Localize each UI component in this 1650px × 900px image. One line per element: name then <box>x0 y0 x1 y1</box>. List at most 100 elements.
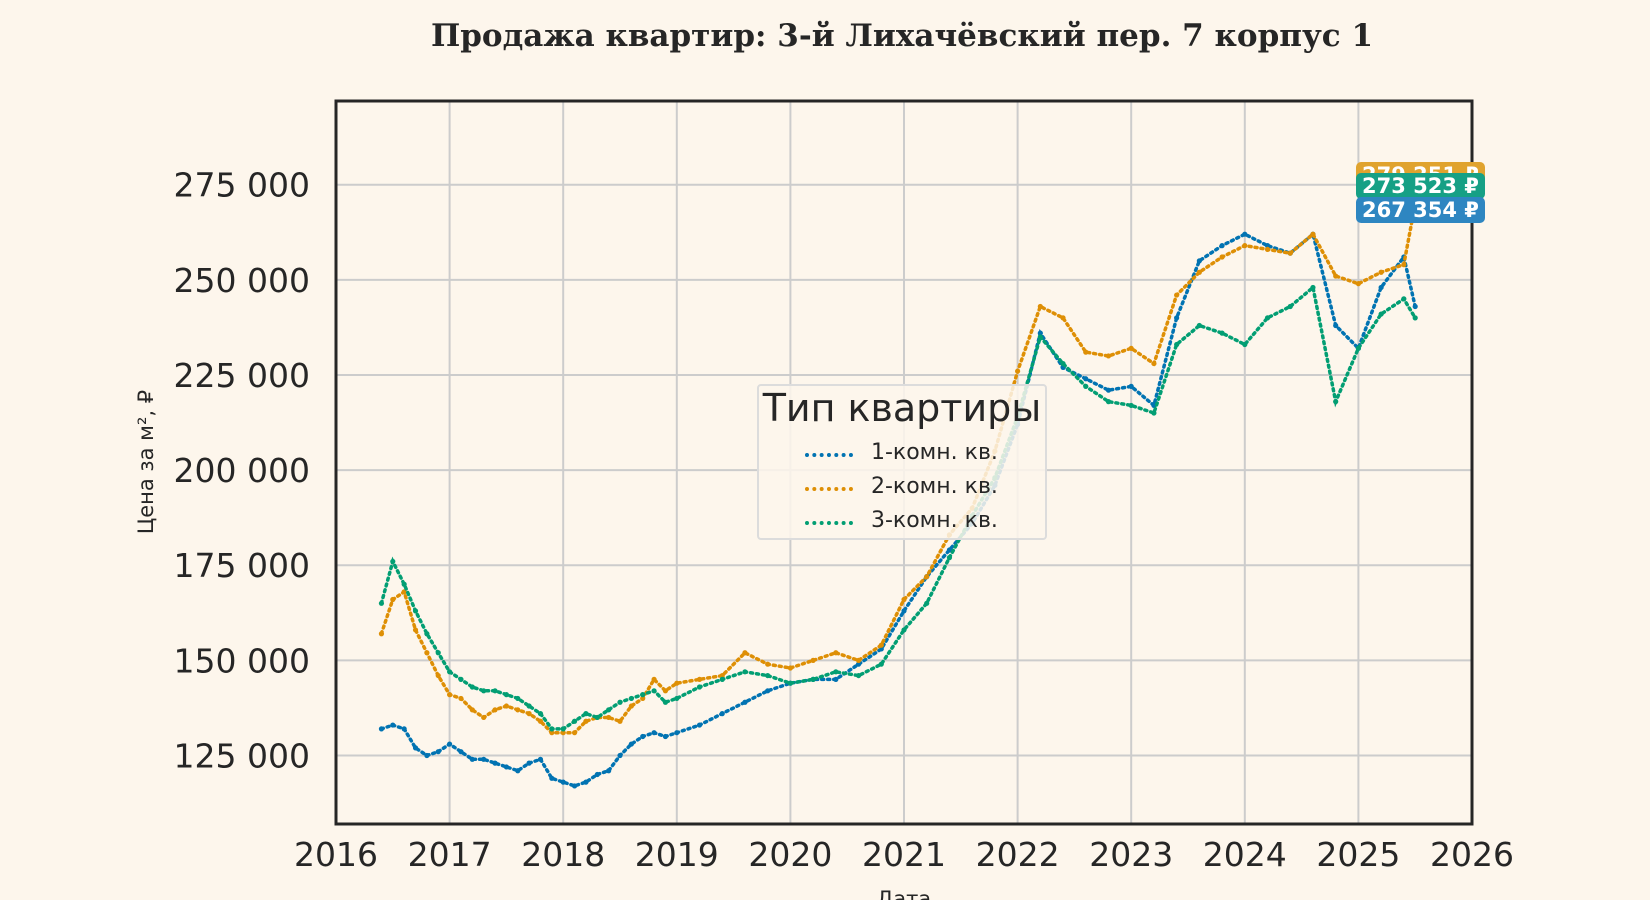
data-point-2-room <box>1060 315 1066 321</box>
data-point-3-room <box>458 676 464 683</box>
data-point-1-room <box>583 779 589 785</box>
legend-item-3-room: 3-комн. кв. <box>805 508 1045 538</box>
data-point-1-room <box>492 760 498 766</box>
y-tick-label: 200 000 <box>174 451 310 490</box>
data-point-2-room <box>606 714 612 721</box>
data-point-3-room <box>1264 315 1271 321</box>
data-point-2-room <box>435 672 441 679</box>
data-point-2-room <box>1083 349 1089 355</box>
y-tick-label: 250 000 <box>174 261 310 300</box>
data-point-3-room <box>1310 284 1316 291</box>
data-point-3-room <box>390 558 396 565</box>
data-point-2-room <box>537 718 544 724</box>
last-value-badge-1-room: 267 354 ₽ <box>1356 197 1485 223</box>
data-point-2-room <box>481 714 487 721</box>
x-tick-label: 2025 <box>1316 835 1400 874</box>
data-point-3-room <box>560 726 566 732</box>
data-point-1-room <box>674 730 680 736</box>
data-point-2-room <box>719 672 725 679</box>
data-point-2-room <box>492 707 498 713</box>
data-point-1-room <box>833 676 839 683</box>
data-point-3-room <box>1083 383 1089 389</box>
data-point-1-room <box>458 749 464 755</box>
data-point-2-room <box>1355 281 1361 287</box>
data-point-2-room <box>424 650 430 656</box>
data-point-1-room <box>662 733 669 740</box>
data-point-3-room <box>833 669 839 675</box>
data-point-2-room <box>878 642 884 648</box>
data-point-1-room <box>560 779 566 785</box>
x-tick-label: 2023 <box>1089 835 1173 874</box>
data-point-1-room <box>1174 315 1180 321</box>
data-point-2-room <box>833 650 839 656</box>
data-point-2-room <box>526 711 532 717</box>
data-point-3-room <box>765 672 771 679</box>
data-point-3-room <box>1196 322 1202 329</box>
data-point-1-room <box>435 749 441 755</box>
data-point-3-room <box>378 600 385 606</box>
legend-swatch-2-room <box>805 487 853 491</box>
data-point-3-room <box>1105 399 1112 405</box>
data-point-1-room <box>503 764 509 770</box>
data-point-3-room <box>878 661 884 667</box>
chart-title: Продажа квартир: 3-й Лихачёвский пер. 7 … <box>430 18 1374 54</box>
data-point-1-room <box>469 756 475 762</box>
legend-swatch-3-room <box>805 521 853 525</box>
y-tick-labels: 125 000 150 000 175 000 200 000 225 000 250 0… <box>174 166 310 776</box>
data-point-1-room <box>537 756 544 762</box>
data-point-3-room <box>696 684 703 690</box>
y-tick-label: 275 000 <box>174 166 310 205</box>
data-point-1-room <box>628 741 634 747</box>
data-point-3-room <box>492 688 498 694</box>
data-point-3-room <box>594 714 600 721</box>
data-point-2-room <box>390 596 396 603</box>
series-layer <box>378 201 1418 789</box>
legend-label-3-room: 3-комн. кв. <box>871 508 998 533</box>
y-tick-label: 125 000 <box>174 737 310 776</box>
data-point-1-room <box>549 775 555 781</box>
data-point-3-room <box>1412 315 1418 321</box>
data-point-1-room <box>481 756 487 762</box>
x-tick-label: 2020 <box>748 835 832 874</box>
data-point-3-room <box>549 726 555 732</box>
data-point-3-room <box>628 695 634 702</box>
y-tick-label: 225 000 <box>174 356 310 395</box>
data-point-1-room <box>855 661 862 667</box>
legend: Тип квартиры 1-комн. кв. 2-комн. кв. 3-к… <box>757 384 1047 540</box>
x-tick-label: 2021 <box>862 835 946 874</box>
data-point-2-room <box>696 676 703 683</box>
data-point-1-room <box>651 730 657 736</box>
series-1-room <box>378 231 1418 789</box>
x-tick-label: 2024 <box>1203 835 1287 874</box>
data-point-1-room <box>401 726 407 732</box>
data-point-2-room <box>1378 269 1384 275</box>
data-point-1-room <box>378 726 385 732</box>
legend-item-1-room: 1-комн. кв. <box>805 440 1045 470</box>
data-point-3-room <box>1355 345 1361 351</box>
data-point-3-room <box>924 600 930 606</box>
data-point-3-room <box>651 688 657 694</box>
data-point-3-room <box>719 676 725 683</box>
data-point-3-room <box>481 688 487 694</box>
legend-label-2-room: 2-комн. кв. <box>871 474 998 499</box>
data-point-3-room <box>1060 360 1066 367</box>
x-tick-labels: 2016 2017 2018 2019 2020 2021 2022 2023 2024 2025… <box>294 835 1514 874</box>
data-point-2-room <box>1333 273 1339 279</box>
data-point-1-room <box>1412 303 1418 310</box>
data-point-3-room <box>1219 330 1225 336</box>
data-point-2-room <box>651 676 657 683</box>
series-2-room <box>378 201 1418 736</box>
y-tick-label: 150 000 <box>174 641 310 680</box>
data-point-3-room <box>401 581 407 587</box>
data-point-3-room <box>571 718 578 724</box>
data-point-1-room <box>571 783 578 789</box>
data-point-2-room <box>583 718 589 724</box>
data-point-3-room <box>583 711 589 717</box>
data-point-3-room <box>503 692 509 698</box>
data-point-1-room <box>515 768 521 774</box>
data-point-1-room <box>526 760 532 766</box>
data-point-3-room <box>515 695 521 702</box>
data-point-1-room <box>1196 258 1202 264</box>
series-3-room <box>378 284 1418 732</box>
